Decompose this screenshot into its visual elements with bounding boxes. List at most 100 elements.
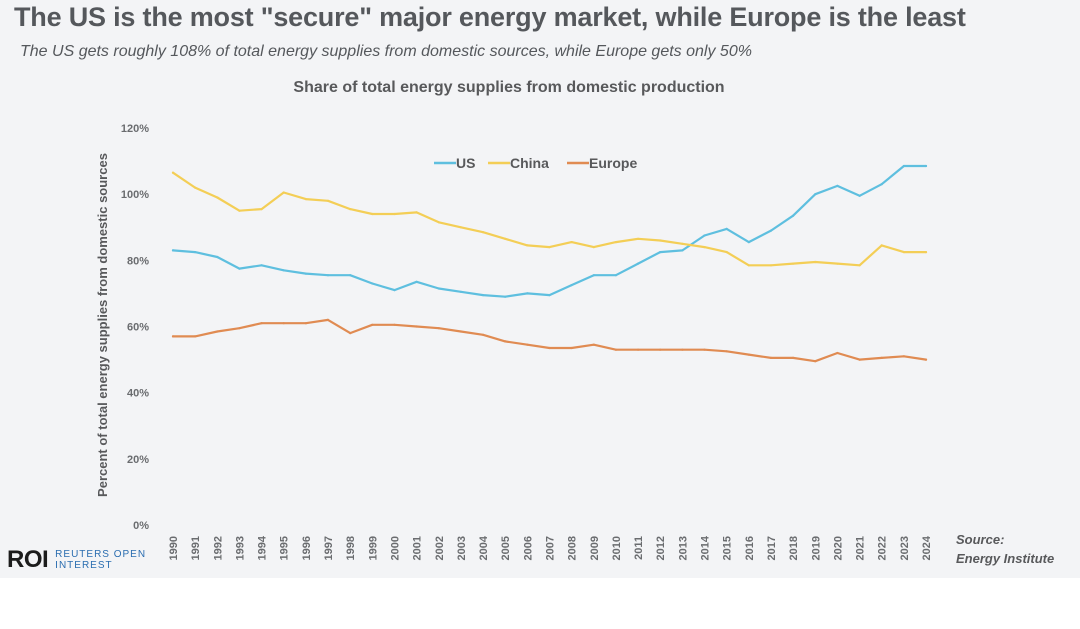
data-point-us (703, 234, 706, 237)
data-point-china (637, 237, 640, 240)
data-point-us (194, 251, 197, 254)
data-point-europe (836, 351, 839, 355)
data-point-us (326, 274, 330, 277)
legend-label: Europe (589, 155, 637, 171)
data-point-china (482, 231, 485, 234)
data-point-us (858, 194, 861, 197)
x-tick-label: 1991 (190, 536, 202, 560)
x-tick-label: 2019 (810, 536, 822, 560)
data-point-europe (194, 335, 197, 338)
x-tick-label: 2020 (832, 536, 844, 560)
data-point-europe (304, 322, 307, 325)
x-tick-label: 1999 (367, 536, 379, 560)
data-point-us (171, 249, 175, 252)
data-point-us (260, 264, 263, 267)
data-point-europe (437, 327, 440, 330)
data-point-europe (769, 356, 773, 359)
x-tick-label: 2012 (655, 536, 667, 560)
data-point-us (459, 290, 462, 293)
subheadline: The US gets roughly 108% of total energy… (20, 43, 752, 60)
x-tick-label: 2006 (522, 536, 534, 560)
data-point-china (880, 244, 883, 247)
x-tick-label: 1993 (234, 536, 246, 560)
series-line-europe (171, 318, 928, 363)
y-axis-label: Percent of total energy supplies from do… (95, 153, 110, 497)
data-point-us (880, 183, 883, 186)
x-tick-label: 2017 (766, 536, 778, 560)
data-point-us (614, 274, 618, 277)
x-tick-label: 1992 (212, 536, 224, 560)
data-point-us (393, 289, 396, 292)
x-tick-label: 2014 (700, 535, 712, 560)
x-tick-label: 1996 (301, 536, 313, 560)
data-point-us (504, 295, 507, 298)
data-point-china (238, 209, 241, 212)
source-name: Energy Institute (956, 551, 1055, 566)
data-point-us (792, 214, 795, 217)
logo-mark: ROI (7, 546, 49, 573)
data-point-europe (792, 356, 795, 359)
data-point-us (747, 241, 750, 244)
series-line-china (171, 171, 928, 267)
data-point-china (836, 262, 839, 265)
data-point-china (548, 246, 551, 249)
data-point-us (349, 274, 352, 277)
data-point-china (858, 264, 861, 267)
data-point-europe (858, 358, 861, 361)
x-tick-label: 1994 (257, 535, 269, 560)
data-point-europe (725, 350, 728, 353)
data-point-us (725, 227, 728, 230)
x-tick-label: 2008 (567, 536, 579, 560)
data-point-europe (238, 327, 241, 330)
y-tick-label: 40% (127, 388, 149, 400)
x-tick-label: 2009 (589, 536, 601, 560)
series-lines (171, 164, 928, 363)
data-point-europe (371, 323, 374, 326)
data-point-china (194, 186, 197, 189)
x-tick-label: 1997 (323, 536, 335, 560)
data-point-us (216, 255, 219, 259)
data-point-china (792, 262, 795, 265)
legend-item-china: China (488, 155, 549, 171)
chart-panel (0, 0, 1080, 578)
data-point-china (171, 171, 175, 174)
x-tick-label: 2018 (788, 536, 800, 560)
data-point-china (371, 212, 374, 216)
data-point-europe (747, 353, 750, 356)
data-point-china (437, 221, 440, 224)
data-point-europe (326, 318, 330, 321)
x-tick-label: 2021 (855, 536, 867, 560)
data-point-europe (260, 322, 263, 325)
data-point-china (216, 196, 219, 199)
y-axis-ticks: 0% 20% 40% 60% 80% 100% 120% (121, 123, 149, 532)
legend-item-europe: Europe (567, 155, 637, 171)
data-point-europe (614, 348, 618, 351)
data-point-us (304, 272, 307, 275)
data-point-china (924, 251, 928, 254)
x-axis-ticks: 1990 1991 1992 1993 1994 1995 1996 1997 1998 1999… (168, 535, 933, 560)
data-point-us (437, 287, 440, 290)
data-point-europe (282, 322, 285, 325)
data-point-europe (482, 333, 485, 336)
data-point-europe (681, 348, 684, 351)
x-tick-label: 1990 (168, 536, 180, 560)
data-point-europe (659, 348, 662, 351)
data-point-europe (216, 330, 219, 333)
data-point-china (504, 237, 507, 240)
data-point-china (814, 260, 817, 264)
logo-text: REUTERS OPEN INTEREST (55, 549, 146, 571)
y-tick-label: 20% (127, 454, 149, 466)
legend-label: China (510, 155, 549, 171)
data-point-us (659, 251, 662, 254)
x-tick-label: 1995 (279, 536, 291, 560)
data-point-us (371, 282, 374, 285)
data-point-china (570, 241, 573, 244)
legend-label: US (456, 155, 475, 171)
data-point-europe (814, 360, 817, 363)
legend-item-us: US (434, 155, 475, 171)
data-point-china (282, 191, 285, 194)
x-tick-label: 1998 (345, 536, 357, 560)
x-tick-label: 2010 (611, 536, 623, 560)
data-point-europe (415, 325, 418, 328)
data-point-europe (171, 335, 175, 338)
